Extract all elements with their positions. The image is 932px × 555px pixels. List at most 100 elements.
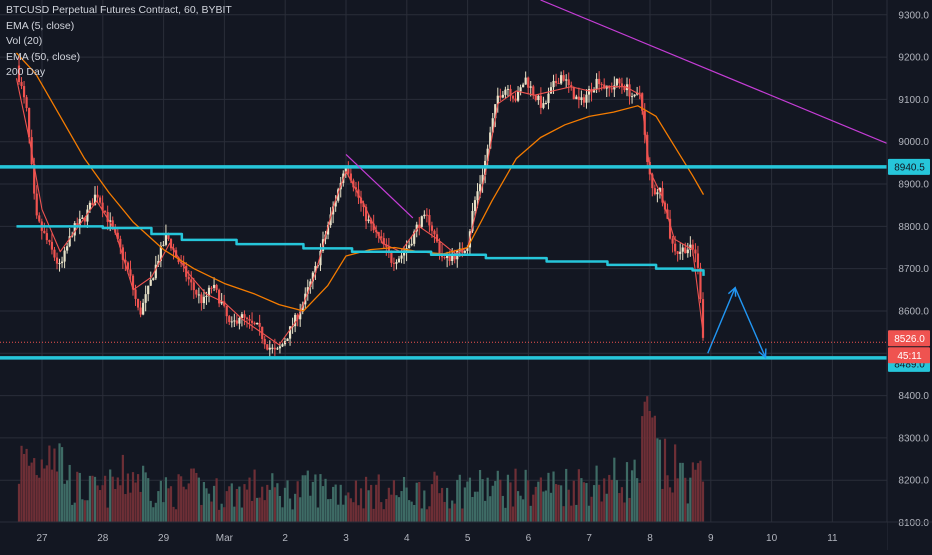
volume-bar-237: [618, 493, 621, 522]
candle-body-35: [106, 212, 109, 222]
candle-body-48: [139, 307, 142, 315]
volume-bar-183: [481, 479, 484, 522]
candle-body-176: [463, 250, 466, 253]
volume-bar-211: [552, 471, 555, 522]
volume-bar-28: [88, 475, 92, 522]
volume-bar-153: [405, 487, 408, 522]
candle-body-133: [354, 187, 358, 190]
volume-bar-114: [306, 470, 309, 522]
volume-bar-270: [701, 481, 705, 522]
volume-bar-4: [28, 465, 31, 522]
volume-bar-165: [435, 475, 439, 522]
volume-bar-257: [668, 487, 672, 522]
candle-body-80: [220, 301, 223, 304]
candle-body-42: [124, 259, 127, 263]
volume-bar-70: [195, 472, 198, 522]
volume-bar-88: [240, 507, 244, 522]
candle-body-39: [116, 232, 119, 239]
volume-bar-82: [225, 491, 228, 522]
volume-bar-245: [638, 482, 641, 522]
candle-body-129: [344, 167, 347, 174]
volume-bar-86: [235, 488, 238, 522]
candle-body-235: [613, 85, 616, 90]
candle-body-254: [661, 188, 664, 203]
volume-bar-228: [595, 465, 598, 522]
volume-bar-268: [696, 463, 700, 522]
candle-body-22: [73, 223, 76, 236]
candle-body-73: [202, 296, 206, 304]
candle-body-157: [415, 224, 418, 232]
candle-body-202: [529, 86, 532, 88]
candle-body-225: [587, 88, 591, 95]
volume-bar-208: [544, 490, 548, 522]
volume-bar-198: [519, 495, 522, 522]
volume-bar-225: [587, 505, 591, 522]
candle-body-66: [185, 265, 188, 277]
volume-bar-163: [430, 484, 434, 522]
volume-bar-142: [377, 474, 380, 522]
volume-bar-190: [499, 479, 502, 522]
volume-bar-18: [63, 483, 66, 522]
volume-bar-266: [691, 462, 694, 522]
volume-bar-136: [362, 508, 365, 522]
candle-body-267: [694, 249, 697, 254]
legend-ema5[interactable]: EMA (5, close): [6, 19, 75, 32]
volume-bar-21: [71, 504, 74, 522]
legend-ema50[interactable]: EMA (50, close): [6, 50, 81, 63]
candle-body-32: [98, 197, 102, 203]
candle-body-185: [486, 148, 489, 161]
candle-body-137: [364, 206, 368, 222]
volume-bar-236: [615, 480, 618, 522]
candle-body-194: [509, 88, 512, 96]
volume-bar-101: [273, 487, 276, 522]
candle-body-77: [212, 284, 216, 288]
volume-bar-57: [162, 502, 165, 522]
candle-body-162: [428, 215, 431, 226]
candle-body-26: [83, 217, 86, 222]
level-tag-0-label: 8940.5: [894, 162, 925, 173]
volume-bar-161: [425, 509, 428, 522]
volume-bar-75: [207, 493, 211, 522]
volume-bar-191: [501, 495, 504, 522]
volume-bar-218: [570, 505, 573, 522]
legend-ma200[interactable]: 200 Day: [6, 66, 46, 78]
volume-bar-134: [357, 505, 360, 522]
candle-body-199: [522, 84, 525, 88]
candle-body-110: [296, 314, 299, 320]
volume-bar-71: [197, 477, 200, 522]
volume-bar-38: [114, 489, 117, 522]
volume-bar-127: [339, 484, 342, 522]
candle-body-211: [552, 80, 555, 88]
candle-body-228: [595, 78, 598, 90]
y-tick-label-12: 8100.0: [898, 518, 929, 529]
candle-body-268: [696, 253, 700, 268]
volume-bar-115: [309, 495, 312, 522]
legend-volume[interactable]: Vol (20): [6, 35, 43, 47]
candle-body-161: [425, 214, 428, 216]
candle-body-105: [283, 341, 287, 345]
volume-bar-220: [575, 504, 578, 522]
candle-body-159: [420, 216, 423, 227]
volume-bar-106: [286, 480, 289, 522]
candle-body-195: [511, 95, 515, 99]
candle-body-31: [96, 194, 99, 198]
volume-bar-178: [468, 477, 472, 522]
volume-bar-262: [681, 462, 684, 522]
candle-body-205: [537, 95, 540, 101]
candle-body-14: [53, 249, 56, 258]
volume-bar-90: [245, 489, 249, 522]
volume-bar-186: [489, 496, 492, 522]
candle-body-112: [301, 304, 304, 312]
volume-bar-255: [663, 438, 667, 522]
volume-bar-69: [192, 468, 195, 522]
volume-bar-204: [534, 486, 537, 522]
volume-bar-252: [656, 438, 659, 522]
volume-bar-164: [433, 471, 436, 522]
volume-bar-1: [20, 445, 23, 522]
candle-body-250: [651, 174, 654, 189]
volume-bar-222: [580, 478, 583, 522]
candle-body-132: [352, 180, 355, 188]
volume-bar-172: [453, 503, 456, 522]
